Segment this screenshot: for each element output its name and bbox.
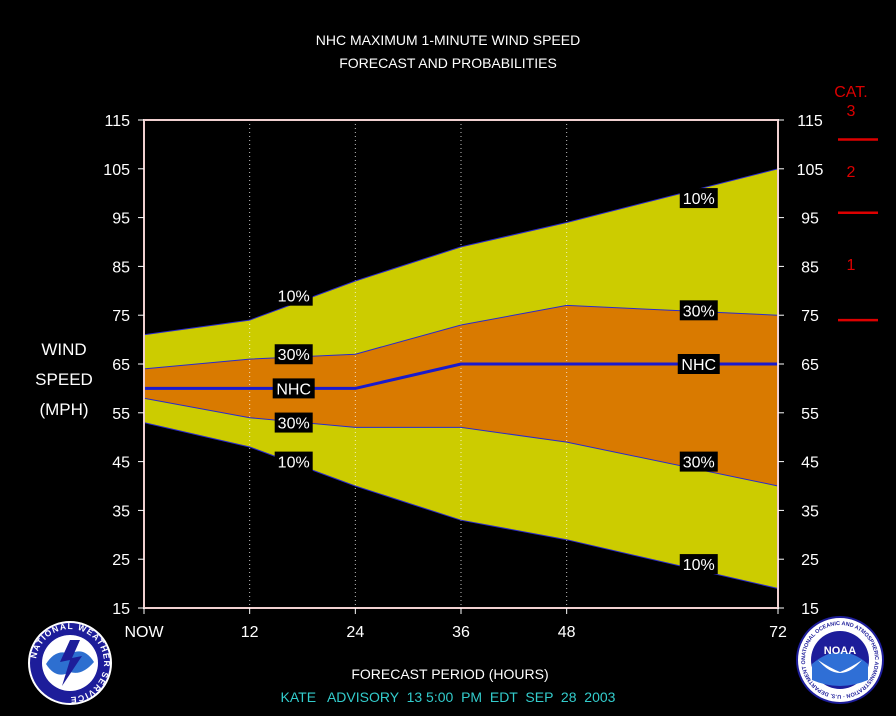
label-lower-30-right-text: 30% (683, 455, 715, 472)
x-tick-label-now: NOW (124, 624, 164, 641)
label-upper-10-right-bg (679, 188, 718, 209)
category-2: 2 (847, 164, 856, 181)
line-lower-30 (143, 397, 779, 487)
label-upper-30-right-bg (679, 300, 718, 321)
category-1: 1 (847, 257, 856, 274)
category-title: CAT. (834, 84, 867, 101)
chart-title: NHC MAXIMUM 1-MINUTE WIND SPEED (316, 32, 580, 48)
x-tick-label-12: 12 (241, 624, 259, 641)
label-upper-30-right: 30% (679, 300, 718, 321)
label-upper-30-right-text: 30% (683, 303, 715, 320)
y-tick-label-left: 85 (112, 259, 130, 276)
y-axis-label-line-3: (MPH) (39, 400, 88, 419)
nws-logo: NATIONAL WEATHER SERVICE (28, 621, 112, 705)
label-nhc-right-text: NHC (681, 357, 716, 374)
nhc-forecast-line (144, 362, 778, 390)
label-lower-10-left-bg (274, 451, 313, 472)
chart-subtitle: FORECAST AND PROBABILITIES (339, 55, 557, 71)
y-tick-label-right: 45 (801, 455, 819, 472)
label-nhc-right: NHC (677, 354, 720, 374)
label-lower-30-right-bg (679, 451, 718, 472)
label-lower-30-left-text: 30% (278, 416, 310, 433)
y-tick-label-left: 45 (112, 455, 130, 472)
y-tick-label-right: 55 (801, 406, 819, 423)
label-upper-10-right-text: 10% (683, 191, 715, 208)
label-nhc-left: NHC (272, 378, 315, 399)
label-upper-30-left: 30% (274, 344, 313, 365)
label-upper-10-left-bg (274, 285, 313, 306)
y-tick-label-left: 65 (112, 357, 130, 374)
label-lower-30-left: 30% (274, 412, 313, 433)
label-nhc-left-text: NHC (276, 381, 311, 398)
lightning-icon (60, 640, 82, 686)
y-axis-label-line-2: SPEED (35, 370, 93, 389)
gull-icon (818, 660, 862, 673)
y-tick-label-left: 95 (112, 211, 130, 228)
y-axis-label-line-1: WIND (41, 340, 86, 359)
label-nhc-left-bg (272, 378, 315, 399)
x-tick-label-48: 48 (558, 624, 576, 641)
y-tick-label-left: 115 (104, 113, 130, 130)
line-lower-10 (143, 422, 779, 589)
label-upper-30-left-bg (274, 344, 313, 365)
y-tick-label-left: 55 (112, 406, 130, 423)
y-tick-label-left: 35 (112, 503, 130, 520)
y-tick-label-left: 105 (103, 162, 130, 179)
label-upper-10-left: 10% (274, 285, 313, 306)
band-30-percent (144, 305, 778, 486)
line-upper-30 (143, 304, 779, 370)
label-lower-10-left-text: 10% (278, 455, 310, 472)
category-3: 3 (847, 103, 856, 120)
y-tick-label-right: 85 (801, 259, 819, 276)
x-tick-label-24: 24 (346, 624, 364, 641)
label-upper-10-left-text: 10% (278, 289, 310, 306)
x-tick-label-36: 36 (452, 624, 470, 641)
x-tick-label-72: 72 (769, 624, 787, 641)
y-tick-label-left: 75 (112, 308, 130, 325)
noaa-logo-label: NOAA (824, 645, 856, 657)
y-tick-label-right: 25 (801, 552, 819, 569)
x-axis-label: FORECAST PERIOD (HOURS) (351, 666, 548, 682)
label-lower-30-left-bg (274, 412, 313, 433)
y-tick-label-right: 15 (801, 601, 819, 618)
label-upper-10-right: 10% (679, 188, 718, 209)
line-upper-10 (143, 168, 779, 336)
label-lower-10-right-text: 10% (683, 557, 715, 574)
label-lower-30-right: 30% (679, 451, 718, 472)
y-tick-label-right: 105 (797, 162, 824, 179)
label-nhc-right-bg (677, 354, 720, 374)
advisory-footer: KATE ADVISORY 13 5:00 PM EDT SEP 28 2003 (281, 689, 616, 705)
y-tick-label-right: 35 (801, 503, 819, 520)
label-upper-30-left-text: 30% (278, 347, 310, 364)
y-tick-label-left: 15 (112, 601, 130, 618)
y-tick-label-right: 115 (797, 113, 823, 130)
label-lower-10-right-bg (679, 554, 718, 575)
label-lower-10-left: 10% (274, 451, 313, 472)
label-lower-10-right: 10% (679, 554, 718, 575)
y-tick-label-right: 75 (801, 308, 819, 325)
y-tick-label-right: 95 (801, 211, 819, 228)
y-tick-label-right: 65 (801, 357, 819, 374)
y-tick-label-left: 25 (112, 552, 130, 569)
